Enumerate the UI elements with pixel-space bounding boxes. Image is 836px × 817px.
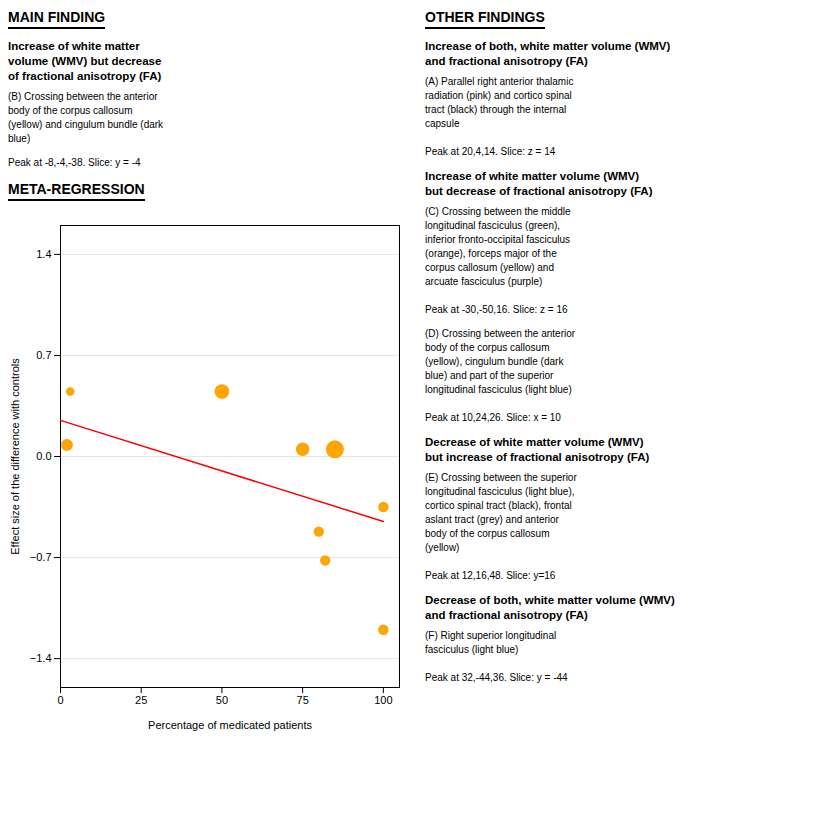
svg-text:75: 75 — [297, 694, 309, 706]
svg-text:25: 25 — [135, 694, 147, 706]
svg-text:0.0: 0.0 — [36, 450, 51, 462]
html-text:(D) Crossing between the anter: (D) Crossing between the anterior body o… — [425, 327, 576, 423]
html-text:(B) Crossing between the anter: (B) Crossing between the anterior body o… — [8, 90, 164, 144]
html-text:Peak at -8,-4,-38. Slice: y =: Peak at -8,-4,-38. Slice: y = -4 — [8, 156, 141, 168]
html-text:(A) Parallel right anterior th: (A) Parallel right anterior thalamic rad… — [425, 75, 574, 157]
html-text:Increase of white matter volum: Increase of white matter volume (WMV) bu… — [8, 40, 162, 82]
html-text:Decrease of both, white matter: Decrease of both, white matter volume (W… — [425, 593, 675, 621]
html-text:META-REGRESSION: META-REGRESSION — [8, 180, 145, 197]
svg-text:Effect size of the difference: Effect size of the difference with contr… — [9, 358, 21, 555]
html-text:(F) Right superior longitudina: (F) Right superior longitudinal fascicul… — [425, 629, 568, 683]
svg-text:0.7: 0.7 — [36, 349, 51, 361]
svg-text:1.4: 1.4 — [36, 248, 51, 260]
html-text:Increase of both, white matter: Increase of both, white matter volume (W… — [425, 40, 671, 67]
svg-text:−0.7: −0.7 — [30, 551, 52, 563]
html-text:OTHER FINDINGS: OTHER FINDINGS — [425, 9, 545, 25]
html-text:Decrease of white matter volum: Decrease of white matter volume (WMV) bu… — [425, 435, 650, 463]
html-text:(E) Crossing between the super: (E) Crossing between the superior longit… — [425, 471, 577, 581]
svg-text:0: 0 — [57, 694, 63, 706]
svg-text:−1.4: −1.4 — [30, 652, 52, 664]
html-text:Increase of white matter volum: Increase of white matter volume (WMV) bu… — [425, 169, 653, 197]
svg-text:Percentage of medicated patien: Percentage of medicated patients — [148, 718, 312, 730]
html-text:MAIN FINDING: MAIN FINDING — [8, 9, 106, 25]
html-text:(C) Crossing between the middl: (C) Crossing between the middle longitud… — [425, 205, 571, 315]
svg-text:100: 100 — [374, 694, 392, 706]
svg-text:50: 50 — [216, 694, 228, 706]
